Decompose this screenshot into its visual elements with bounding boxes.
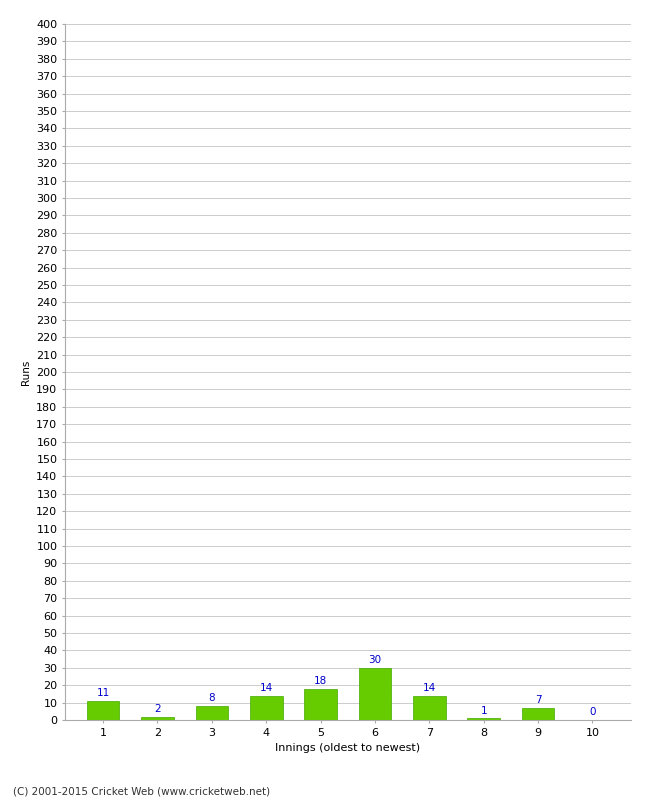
Text: 0: 0 <box>589 707 595 718</box>
Text: 18: 18 <box>314 676 327 686</box>
X-axis label: Innings (oldest to newest): Innings (oldest to newest) <box>275 743 421 753</box>
Bar <box>250 696 283 720</box>
Text: 14: 14 <box>259 683 273 693</box>
Bar <box>413 696 446 720</box>
Text: 14: 14 <box>422 683 436 693</box>
Bar <box>522 708 554 720</box>
Bar <box>86 701 120 720</box>
Text: 1: 1 <box>480 706 487 716</box>
Bar <box>359 668 391 720</box>
Text: (C) 2001-2015 Cricket Web (www.cricketweb.net): (C) 2001-2015 Cricket Web (www.cricketwe… <box>13 786 270 796</box>
Text: 11: 11 <box>96 688 110 698</box>
Text: 30: 30 <box>369 655 382 665</box>
Y-axis label: Runs: Runs <box>21 359 31 385</box>
Text: 2: 2 <box>154 704 161 714</box>
Text: 8: 8 <box>209 694 215 703</box>
Bar <box>196 706 228 720</box>
Text: 7: 7 <box>535 695 541 706</box>
Bar <box>467 718 500 720</box>
Bar <box>304 689 337 720</box>
Bar <box>141 717 174 720</box>
